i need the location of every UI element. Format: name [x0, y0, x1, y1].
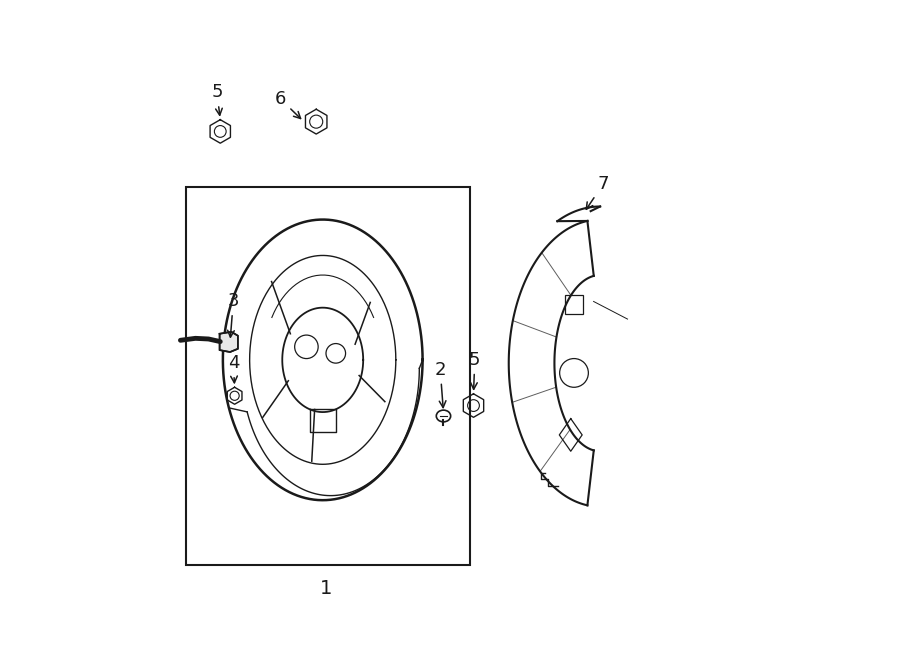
Text: 7: 7 [586, 175, 609, 210]
Polygon shape [220, 332, 238, 352]
Text: 5: 5 [469, 351, 481, 389]
Text: 1: 1 [320, 579, 332, 598]
Text: 5: 5 [212, 83, 222, 115]
Text: 4: 4 [228, 354, 239, 383]
Text: 2: 2 [435, 361, 446, 408]
Text: 6: 6 [274, 90, 301, 118]
Bar [565, 295, 583, 313]
Text: 3: 3 [228, 292, 239, 337]
Bar [185, 187, 470, 565]
